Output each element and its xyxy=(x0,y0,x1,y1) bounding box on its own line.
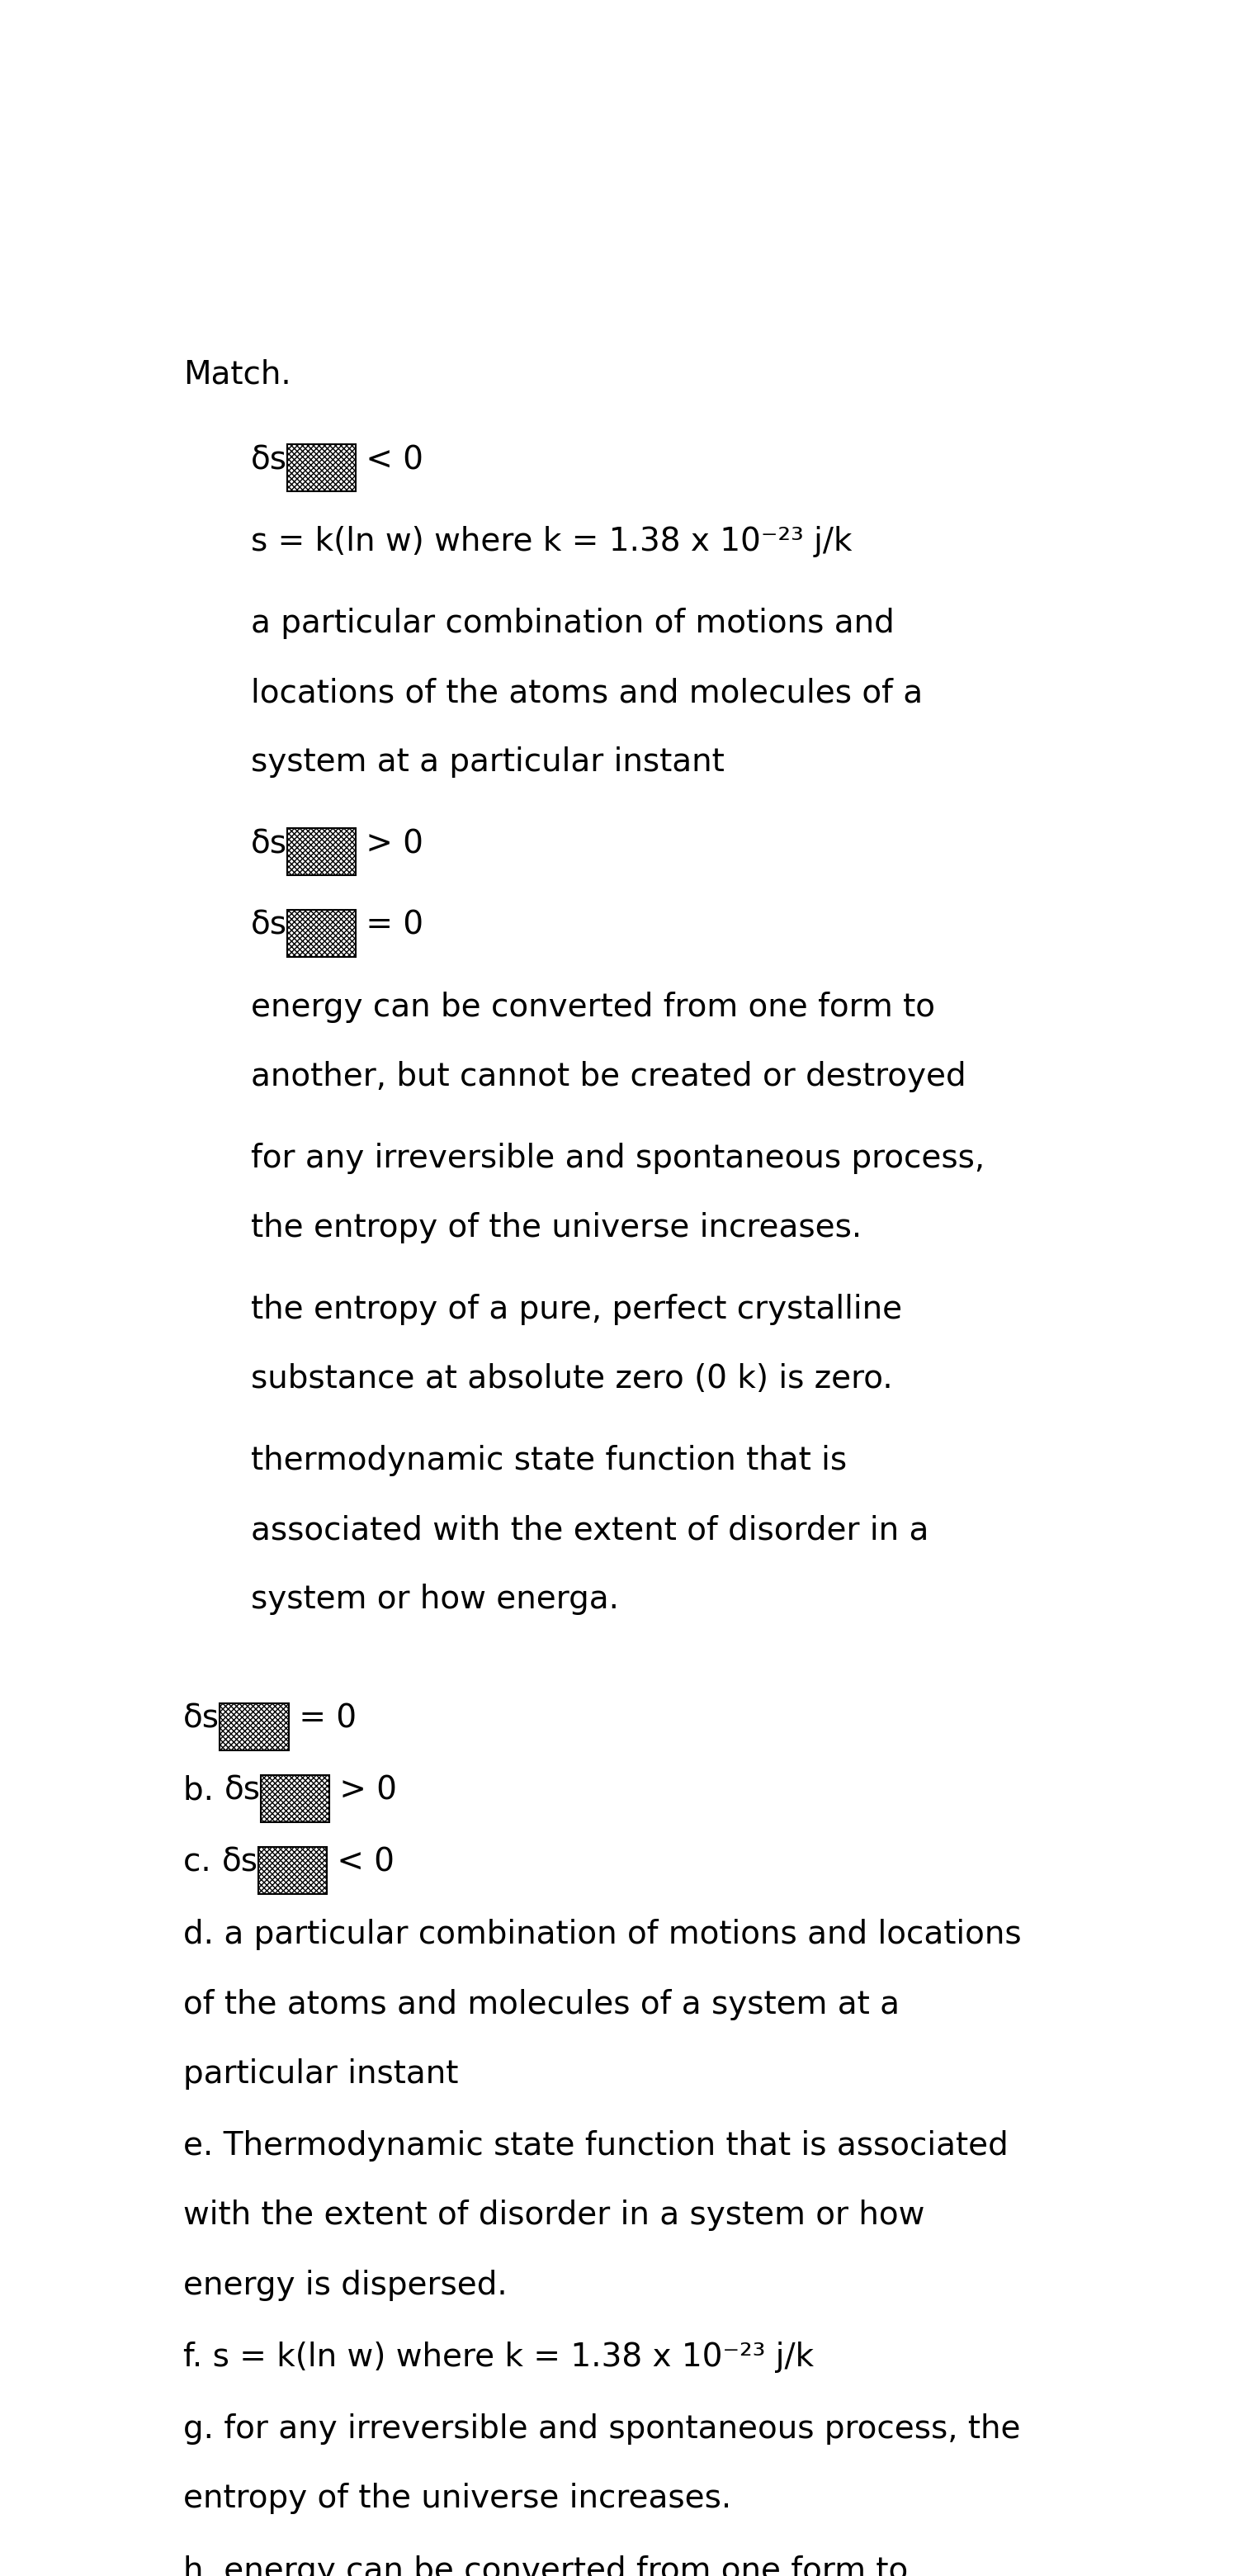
Text: = 0: = 0 xyxy=(357,909,423,940)
Text: < 0: < 0 xyxy=(327,1847,395,1878)
Bar xyxy=(220,1703,288,1749)
Text: of the atoms and molecules of a system at a: of the atoms and molecules of a system a… xyxy=(183,1989,900,2020)
Bar xyxy=(287,909,357,956)
Text: f. s = k(ln w) where k = 1.38 x 10⁻²³ j/k: f. s = k(ln w) where k = 1.38 x 10⁻²³ j/… xyxy=(183,2342,815,2372)
Text: δs: δs xyxy=(222,1847,258,1878)
Text: system at a particular instant: system at a particular instant xyxy=(250,747,724,778)
Text: c.: c. xyxy=(183,1847,222,1878)
Text: with the extent of disorder in a system or how: with the extent of disorder in a system … xyxy=(183,2200,925,2231)
Text: the entropy of the universe increases.: the entropy of the universe increases. xyxy=(250,1213,862,1244)
Text: s = k(ln w) where k = 1.38 x 10⁻²³ j/k: s = k(ln w) where k = 1.38 x 10⁻²³ j/k xyxy=(250,526,852,556)
Text: energy is dispersed.: energy is dispersed. xyxy=(183,2269,508,2300)
Text: > 0: > 0 xyxy=(357,829,423,860)
Text: another, but cannot be created or destroyed: another, but cannot be created or destro… xyxy=(250,1061,966,1092)
Text: the entropy of a pure, perfect crystalline: the entropy of a pure, perfect crystalli… xyxy=(250,1293,903,1324)
Text: energy can be converted from one form to: energy can be converted from one form to xyxy=(250,992,935,1023)
Text: δs: δs xyxy=(183,1703,220,1734)
Text: entropy of the universe increases.: entropy of the universe increases. xyxy=(183,2483,732,2514)
Bar xyxy=(258,1847,327,1893)
Text: system or how energa.: system or how energa. xyxy=(250,1584,619,1615)
Bar xyxy=(260,1775,329,1821)
Text: for any irreversible and spontaneous process,: for any irreversible and spontaneous pro… xyxy=(250,1141,984,1175)
Text: δs: δs xyxy=(250,446,287,477)
Text: e. Thermodynamic state function that is associated: e. Thermodynamic state function that is … xyxy=(183,2130,1009,2161)
Text: substance at absolute zero (0 k) is zero.: substance at absolute zero (0 k) is zero… xyxy=(250,1363,893,1394)
Text: d. a particular combination of motions and locations: d. a particular combination of motions a… xyxy=(183,1919,1021,1950)
Text: g. for any irreversible and spontaneous process, the: g. for any irreversible and spontaneous … xyxy=(183,2414,1021,2445)
Text: associated with the extent of disorder in a: associated with the extent of disorder i… xyxy=(250,1515,928,1546)
Text: δs: δs xyxy=(250,829,287,860)
Text: thermodynamic state function that is: thermodynamic state function that is xyxy=(250,1445,847,1476)
Bar xyxy=(287,446,357,492)
Text: δs: δs xyxy=(250,909,287,940)
Text: > 0: > 0 xyxy=(329,1775,397,1806)
Bar xyxy=(287,829,357,876)
Text: = 0: = 0 xyxy=(288,1703,357,1734)
Text: particular instant: particular instant xyxy=(183,2058,458,2089)
Text: δs: δs xyxy=(224,1775,260,1806)
Text: locations of the atoms and molecules of a: locations of the atoms and molecules of … xyxy=(250,677,922,708)
Text: a particular combination of motions and: a particular combination of motions and xyxy=(250,608,894,639)
Text: Match.: Match. xyxy=(183,358,291,389)
Text: b.: b. xyxy=(183,1775,224,1806)
Text: < 0: < 0 xyxy=(357,446,423,477)
Text: h. energy can be converted from one form to: h. energy can be converted from one form… xyxy=(183,2555,909,2576)
